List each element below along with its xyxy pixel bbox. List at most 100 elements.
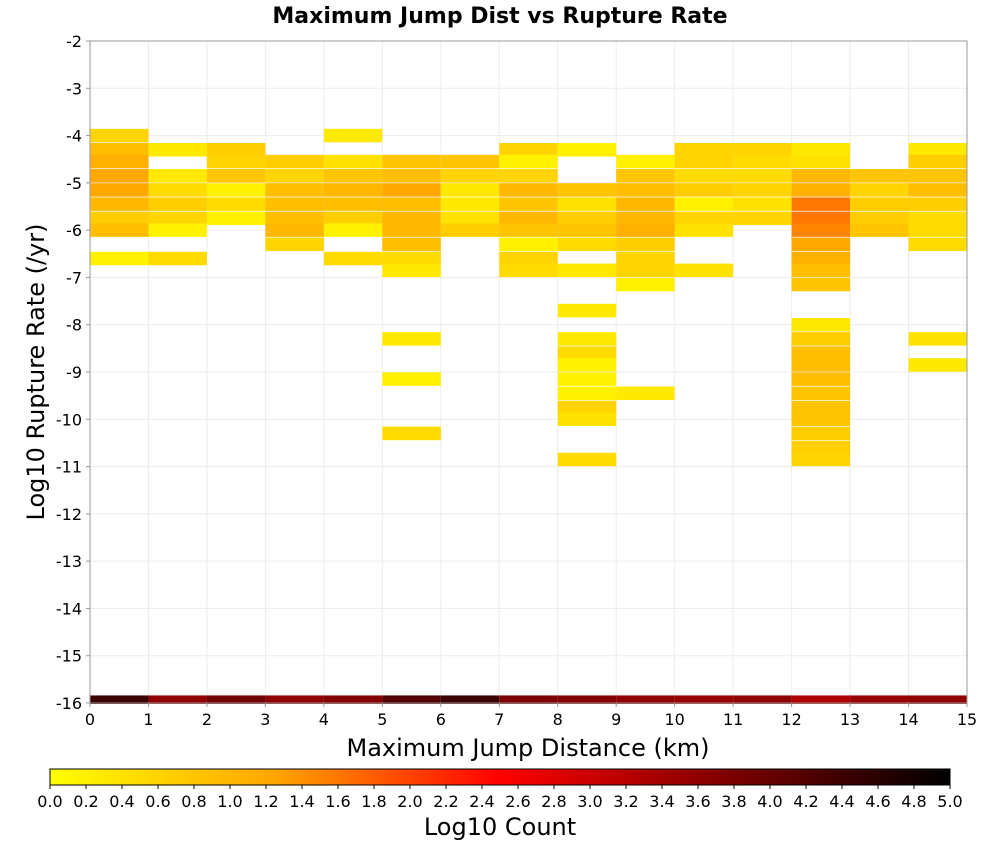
heatmap-cell xyxy=(557,372,617,386)
heatmap-cell xyxy=(206,197,266,211)
heatmap-cell xyxy=(557,400,617,415)
heatmap-cell xyxy=(440,154,500,169)
heatmap-cell xyxy=(557,386,617,401)
chart-title: Maximum Jump Dist vs Rupture Rate xyxy=(272,4,727,29)
heatmap-cell xyxy=(674,169,734,183)
colorbar-tick-label: 1.6 xyxy=(325,792,350,811)
heatmap-cell xyxy=(791,440,851,455)
heatmap-cell xyxy=(791,386,851,401)
colorbar-tick-label: 4.2 xyxy=(793,792,818,811)
heatmap-cell xyxy=(674,695,734,704)
heatmap-cell xyxy=(908,169,967,183)
heatmap-cell xyxy=(791,143,851,157)
heatmap-cell xyxy=(733,169,792,183)
heatmap-cell xyxy=(382,211,441,226)
colorbar-tick-label: 0.6 xyxy=(145,792,170,811)
colorbar-tick-label: 2.0 xyxy=(397,792,422,811)
heatmap-cell xyxy=(908,211,967,226)
heatmap-cell xyxy=(382,372,441,386)
x-tick-label: 11 xyxy=(723,710,743,729)
colorbar-tick-label: 2.2 xyxy=(433,792,458,811)
y-axis-ticks: -2 -3 -4 -5 -6 -7 -8 -9 -10 -11 -12 -13 -14 -15 -16 xyxy=(56,32,90,713)
heatmap-cell xyxy=(791,332,851,346)
heatmap-cell xyxy=(616,197,675,211)
heatmap-cell xyxy=(791,263,851,278)
x-tick-label: 10 xyxy=(664,710,684,729)
heatmap-cell xyxy=(382,695,441,704)
heatmap-cell xyxy=(382,154,441,169)
heatmap-cell xyxy=(265,197,324,211)
heatmap-cell xyxy=(791,154,851,169)
heatmap-cell xyxy=(908,695,967,704)
colorbar-tick-label: 4.6 xyxy=(865,792,890,811)
heatmap-cell xyxy=(557,223,617,237)
heatmap-cell xyxy=(499,197,558,211)
heatmap-cell xyxy=(557,358,617,372)
heatmap-cell xyxy=(557,143,617,157)
heatmap-cell xyxy=(382,263,441,278)
heatmap-cell xyxy=(557,412,617,427)
heatmap-cell xyxy=(674,143,734,157)
heatmap-cell xyxy=(323,128,383,143)
heatmap-cell xyxy=(791,169,851,183)
heatmap-cell xyxy=(908,332,967,346)
colorbar-tick-label: 3.4 xyxy=(649,792,674,811)
x-tick-label: 6 xyxy=(436,710,446,729)
heatmap-cell xyxy=(148,695,207,704)
colorbar-tick-label: 4.8 xyxy=(901,792,926,811)
heatmap-cell xyxy=(90,128,149,143)
colorbar-tick-label: 4.0 xyxy=(757,792,782,811)
y-tick-label: -5 xyxy=(66,174,82,193)
heatmap-cell xyxy=(616,695,675,704)
colorbar-tick-label: 0.2 xyxy=(73,792,98,811)
heatmap-cell xyxy=(323,169,383,183)
heatmap-cell xyxy=(265,169,324,183)
heatmap-cell xyxy=(674,223,734,237)
colorbar-ticks: 0.0 0.2 0.4 0.6 0.8 1.0 1.2 1.4 1.6 1.8 2.0 2.2 2.4 2… xyxy=(37,785,963,811)
heatmap-cell xyxy=(850,211,909,226)
heatmap-cell xyxy=(850,183,909,197)
x-axis-ticks: 0 1 2 3 4 5 6 7 8 9 10 11 12 13 14 15 xyxy=(85,703,977,729)
heatmap-cell xyxy=(557,332,617,346)
heatmap-cell xyxy=(733,154,792,169)
heatmap-cell xyxy=(791,237,851,252)
heatmap-cell xyxy=(148,211,207,226)
heatmap-cell xyxy=(557,303,617,318)
x-tick-label: 1 xyxy=(143,710,153,729)
heatmap-cell xyxy=(733,183,792,197)
heatmap-cell xyxy=(382,426,441,441)
heatmap-cell xyxy=(499,154,558,169)
heatmap-cell xyxy=(791,197,851,211)
heatmap-cell xyxy=(265,183,324,197)
heatmap-cell xyxy=(265,154,324,169)
heatmap-cell xyxy=(616,386,675,401)
heatmap-cell xyxy=(850,169,909,183)
heatmap-cell xyxy=(616,251,675,266)
heatmap-cell xyxy=(616,237,675,252)
heatmap-cell xyxy=(323,223,383,237)
heatmap-cell xyxy=(908,143,967,157)
y-tick-label: -12 xyxy=(56,505,82,524)
heatmap-cell xyxy=(616,183,675,197)
heatmap-cell xyxy=(382,332,441,346)
heatmap-cell xyxy=(616,263,675,278)
heatmap-cell xyxy=(791,183,851,197)
heatmap-cell xyxy=(674,263,734,278)
heatmap-cell xyxy=(791,452,851,467)
heatmap-cell xyxy=(557,695,617,704)
heatmap-cell xyxy=(499,263,558,278)
colorbar-tick-label: 0.0 xyxy=(37,792,62,811)
y-tick-label: -9 xyxy=(66,363,82,382)
heatmap-cell xyxy=(733,211,792,226)
heatmap-cell xyxy=(791,358,851,372)
heatmap-cell xyxy=(557,211,617,226)
colorbar-tick-label: 3.2 xyxy=(613,792,638,811)
heatmap-cell xyxy=(265,223,324,237)
heatmap-cell xyxy=(499,183,558,197)
y-tick-label: -11 xyxy=(56,458,82,477)
heatmap-cell xyxy=(90,251,149,266)
heatmap-cell xyxy=(323,251,383,266)
heatmap-cell xyxy=(206,183,266,197)
y-tick-label: -4 xyxy=(66,127,82,146)
heatmap-cell xyxy=(148,169,207,183)
